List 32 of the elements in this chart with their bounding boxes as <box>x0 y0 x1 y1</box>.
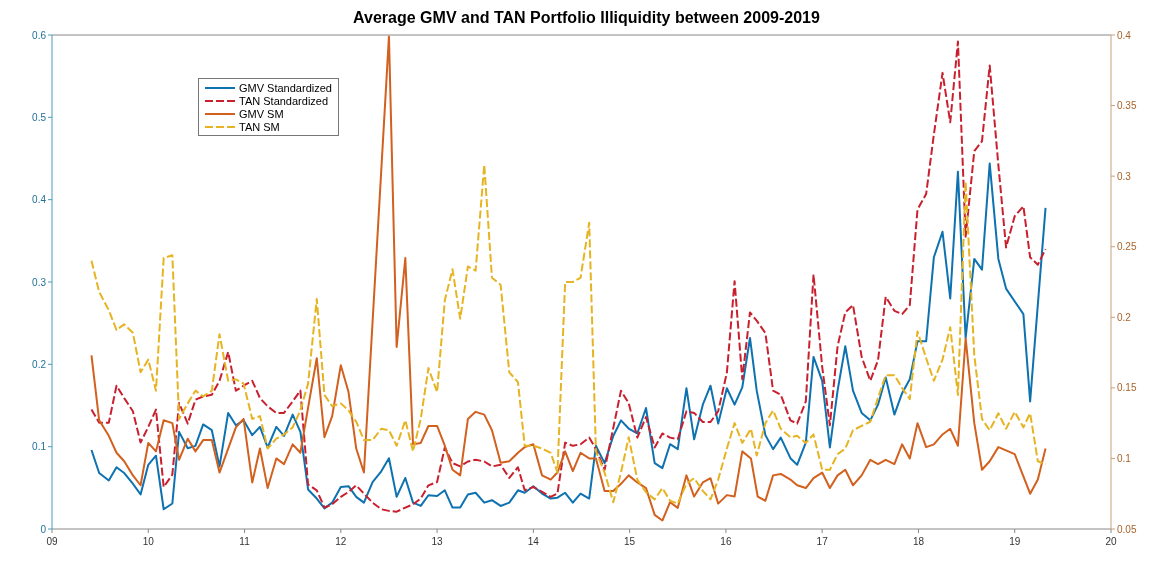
x-tick-label: 15 <box>624 536 636 548</box>
y2-tick-label: 0.3 <box>1117 170 1132 182</box>
y-tick-label: 0.3 <box>32 276 47 288</box>
x-tick-label: 09 <box>46 536 58 548</box>
x-tick-label: 16 <box>720 536 732 548</box>
y-tick-label: 0.4 <box>32 194 47 206</box>
legend-label: TAN Standardized <box>239 94 329 107</box>
chart-title: Average GMV and TAN Portfolio Illiquidity between 2009-2019 <box>352 8 821 28</box>
y2-tick-label: 0.05 <box>1117 523 1137 535</box>
y2-tick-label: 0.15 <box>1117 382 1137 394</box>
x-tick-label: 18 <box>912 536 925 548</box>
x-tick-label: 17 <box>816 536 829 548</box>
x-tick-label: 11 <box>239 536 251 548</box>
x-tick-label: 19 <box>1009 536 1021 548</box>
y2-tick-label: 0.35 <box>1117 100 1137 112</box>
y-tick-label: 0.6 <box>32 29 47 41</box>
legend-label: GMV SM <box>239 107 284 120</box>
x-tick-label: 20 <box>1105 536 1117 548</box>
y2-tick-label: 0.4 <box>1117 29 1132 41</box>
y-tick-label: 0.5 <box>32 111 47 123</box>
y2-tick-label: 0.25 <box>1117 241 1137 253</box>
y2-tick-label: 0.2 <box>1117 311 1132 323</box>
legend-label: GMV Standardized <box>239 81 332 94</box>
y-tick-label: 0 <box>40 523 47 535</box>
x-tick-label: 14 <box>527 536 540 548</box>
legend-label: TAN SM <box>239 120 280 133</box>
y2-tick-label: 0.1 <box>1117 452 1132 464</box>
x-tick-label: 13 <box>431 536 444 548</box>
x-tick-label: 12 <box>335 536 347 548</box>
x-tick-label: 10 <box>142 536 155 548</box>
y-tick-label: 0.1 <box>32 441 47 453</box>
y-tick-label: 0.2 <box>32 358 47 370</box>
